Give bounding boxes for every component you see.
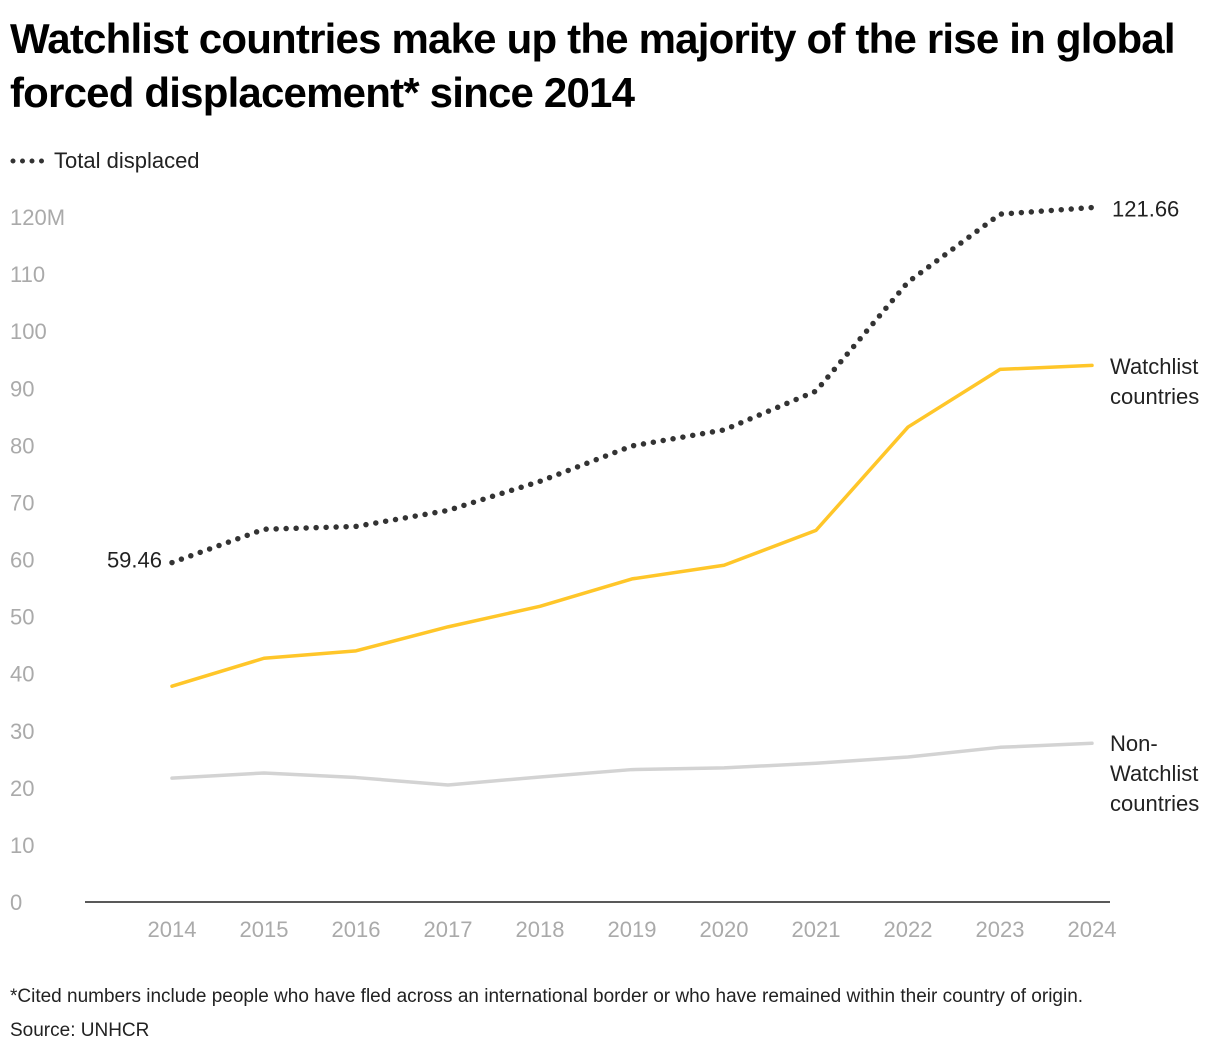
y-tick-label: 100 — [10, 319, 47, 344]
x-tick-label: 2019 — [608, 917, 657, 942]
y-tick-label: 90 — [10, 376, 34, 401]
legend: Total displaced — [10, 148, 200, 174]
chart-title: Watchlist countries make up the majority… — [10, 15, 1176, 116]
data-label-end: 121.66 — [1112, 197, 1179, 222]
footnote: *Cited numbers include people who have f… — [10, 986, 1084, 1007]
data-label-start: 59.46 — [107, 548, 162, 573]
series-line-non-watchlist-countries — [170, 741, 1094, 787]
y-tick-label: 80 — [10, 433, 34, 458]
y-tick-label: 10 — [10, 833, 34, 858]
y-tick-label: 40 — [10, 662, 34, 687]
x-tick-label: 2017 — [424, 917, 473, 942]
y-tick-label: 60 — [10, 548, 34, 573]
series-label: Watchlist — [1110, 354, 1198, 379]
series-label: Watchlist — [1110, 761, 1198, 786]
legend-label: Total displaced — [54, 148, 200, 173]
x-tick-label: 2021 — [792, 917, 841, 942]
y-tick-label: 110 — [10, 262, 45, 287]
series-line-watchlist-countries — [170, 363, 1094, 688]
x-tick-label: 2020 — [700, 917, 749, 942]
x-tick-label: 2023 — [976, 917, 1025, 942]
y-tick-label: 70 — [10, 490, 34, 515]
series-line-total-displaced — [169, 204, 1095, 566]
y-tick-label: 120M — [10, 205, 65, 230]
x-tick-label: 2024 — [1068, 917, 1117, 942]
x-tick-label: 2022 — [884, 917, 933, 942]
x-tick-label: 2015 — [240, 917, 289, 942]
y-tick-label: 30 — [10, 719, 34, 744]
series-label: countries — [1110, 384, 1199, 409]
y-tick-label: 50 — [10, 605, 34, 630]
y-tick-label: 20 — [10, 776, 34, 801]
series-label: countries — [1110, 791, 1199, 816]
source: Source: UNHCR — [10, 1020, 150, 1041]
series-label: Non- — [1110, 731, 1158, 756]
x-tick-label: 2014 — [148, 917, 197, 942]
x-tick-label: 2016 — [332, 917, 381, 942]
y-tick-label: 0 — [10, 890, 22, 915]
x-tick-label: 2018 — [516, 917, 565, 942]
